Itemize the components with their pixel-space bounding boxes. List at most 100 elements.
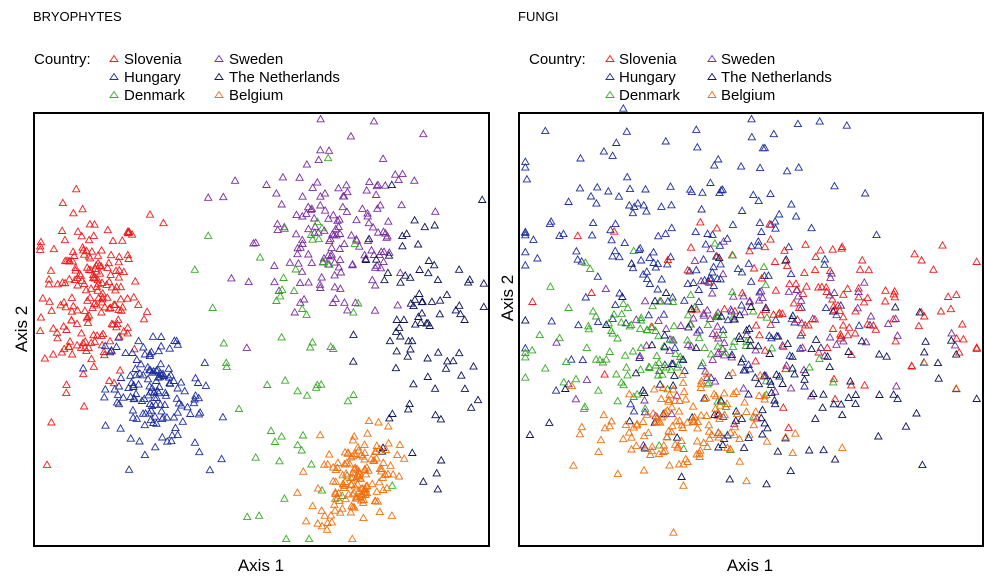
data-point-the-netherlands	[420, 222, 430, 231]
data-point-hungary	[140, 450, 150, 459]
data-point-sweden	[866, 311, 876, 320]
data-point-the-netherlands	[442, 356, 452, 365]
data-point-denmark	[805, 362, 814, 371]
data-point-denmark	[617, 377, 626, 386]
data-point-the-netherlands	[418, 477, 428, 485]
data-point-denmark	[571, 374, 581, 383]
plot-frame	[33, 112, 490, 547]
data-point-sweden	[798, 343, 807, 351]
data-point-denmark	[302, 310, 311, 318]
data-point-sweden	[312, 177, 322, 186]
data-point-slovenia	[814, 347, 824, 356]
data-point-slovenia	[816, 245, 825, 254]
data-point-the-netherlands	[770, 399, 780, 408]
data-point-the-netherlands	[823, 352, 832, 360]
data-point-sweden	[702, 373, 712, 381]
data-point-denmark	[343, 396, 353, 405]
data-point-hungary	[171, 423, 180, 432]
data-point-hungary	[180, 386, 190, 395]
data-point-hungary	[147, 383, 157, 392]
data-point-the-netherlands	[433, 347, 443, 356]
data-point-denmark	[619, 380, 628, 389]
data-point-sweden	[373, 180, 383, 189]
data-point-the-netherlands	[456, 370, 466, 379]
data-point-hungary	[139, 394, 149, 403]
data-point-denmark	[645, 363, 654, 371]
data-point-belgium	[600, 423, 610, 432]
data-point-the-netherlands	[479, 278, 489, 287]
data-point-hungary	[755, 163, 765, 172]
data-point-sweden	[319, 226, 329, 234]
data-point-sweden	[320, 205, 330, 214]
data-point-hungary	[520, 343, 530, 352]
data-point-sweden	[328, 210, 338, 219]
data-point-belgium	[647, 442, 657, 450]
data-point-hungary	[144, 408, 154, 417]
data-point-hungary	[628, 263, 638, 272]
data-point-the-netherlands	[670, 371, 679, 379]
legend-label: Country:	[529, 51, 586, 68]
data-point-the-netherlands	[912, 408, 921, 417]
data-point-belgium	[360, 454, 369, 463]
data-point-slovenia	[600, 369, 609, 378]
data-point-belgium	[678, 423, 688, 431]
data-point-denmark	[255, 252, 265, 261]
data-point-sweden	[571, 394, 581, 403]
data-point-the-netherlands	[409, 301, 418, 310]
data-point-slovenia	[798, 289, 808, 297]
data-point-hungary	[154, 346, 164, 355]
data-point-the-netherlands	[763, 423, 772, 432]
data-point-slovenia	[836, 329, 845, 338]
data-point-hungary	[716, 274, 725, 283]
data-point-belgium	[338, 470, 347, 479]
data-point-slovenia	[833, 300, 843, 309]
legend-marker-hungary	[605, 72, 615, 80]
data-point-sweden	[369, 116, 379, 125]
data-point-hungary	[124, 383, 133, 392]
data-point-sweden	[279, 222, 289, 231]
data-point-sweden	[778, 340, 787, 349]
data-point-denmark	[679, 444, 689, 452]
data-point-belgium	[340, 447, 350, 456]
data-point-the-netherlands	[441, 364, 451, 372]
data-point-slovenia	[801, 240, 810, 248]
data-point-belgium	[361, 481, 371, 490]
data-point-belgium	[662, 432, 672, 441]
data-point-sweden	[330, 282, 340, 291]
data-point-hungary	[143, 362, 153, 371]
data-point-slovenia	[793, 315, 802, 323]
data-point-slovenia	[145, 209, 155, 218]
data-point-denmark	[222, 362, 232, 371]
data-point-sweden	[853, 303, 863, 312]
data-point-denmark	[767, 343, 777, 352]
data-point-hungary	[132, 414, 142, 422]
data-point-sweden	[308, 183, 318, 191]
data-point-belgium	[660, 446, 670, 454]
data-point-slovenia	[86, 284, 96, 292]
data-point-belgium	[725, 444, 735, 453]
data-point-the-netherlands	[430, 384, 440, 392]
data-point-belgium	[313, 483, 323, 492]
data-point-denmark	[535, 330, 545, 339]
data-point-denmark	[720, 347, 730, 356]
data-point-hungary	[753, 236, 763, 245]
data-point-hungary	[164, 372, 174, 381]
data-point-hungary	[564, 197, 573, 205]
data-point-slovenia	[104, 376, 114, 384]
data-point-hungary	[694, 285, 704, 293]
data-point-the-netherlands	[432, 468, 442, 477]
data-point-the-netherlands	[627, 259, 636, 267]
data-point-slovenia	[811, 252, 821, 261]
data-point-the-netherlands	[520, 315, 530, 324]
data-point-the-netherlands	[436, 414, 446, 423]
data-point-hungary	[176, 377, 186, 386]
data-point-sweden	[397, 200, 406, 209]
data-point-the-netherlands	[810, 414, 820, 422]
data-point-sweden	[367, 245, 376, 254]
data-point-hungary	[815, 116, 825, 125]
data-point-slovenia	[891, 336, 901, 345]
data-point-the-netherlands	[757, 429, 767, 438]
data-point-denmark	[305, 342, 315, 351]
data-point-sweden	[317, 272, 327, 281]
data-point-belgium	[709, 389, 719, 398]
